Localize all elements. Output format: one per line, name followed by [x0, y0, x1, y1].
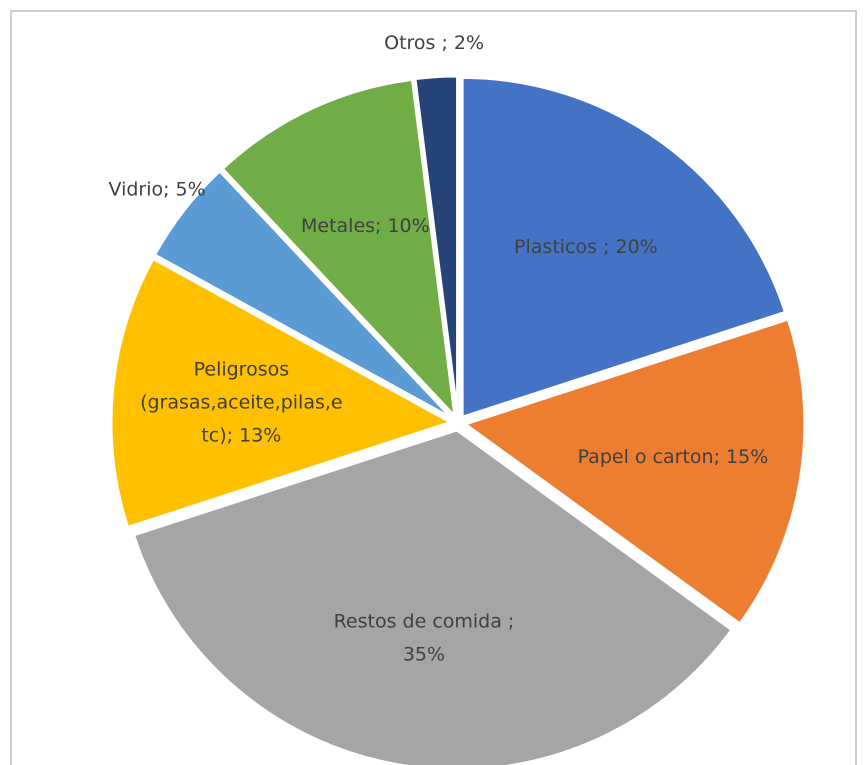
pie-slice [220, 77, 458, 422]
data-label: Vidrio; 5% [108, 178, 205, 200]
data-label-line: tc); 13% [201, 424, 281, 446]
data-label-line: Otros ; 2% [384, 31, 484, 53]
data-label-line: Peligrosos [194, 358, 290, 380]
pie-slice [413, 74, 460, 417]
data-label-line: Plasticos ; 20% [514, 235, 658, 257]
data-label: Metales; 10% [301, 215, 430, 237]
data-label-line: Vidrio; 5% [108, 178, 205, 200]
data-label: Restos de comida ; 35% [334, 610, 515, 665]
data-label-line: (grasas,aceite,pilas,e [140, 391, 343, 413]
pie-slice [152, 168, 454, 421]
pie-slice [131, 428, 735, 765]
pie-slice [461, 317, 807, 627]
data-label-line: Papel o carton; 15% [578, 446, 769, 468]
data-label: Otros ; 2% [384, 31, 484, 53]
data-label: Papel o carton; 15% [578, 446, 769, 468]
data-label: Peligrosos (grasas,aceite,pilas,e tc); 13% [140, 358, 343, 446]
pie-slice [460, 75, 788, 420]
data-label-line: Restos de comida ; [334, 610, 515, 632]
data-label-line: 35% [403, 643, 445, 665]
data-label: Plasticos ; 20% [514, 235, 658, 257]
data-label-line: Metales; 10% [301, 215, 430, 237]
pie-slice [109, 256, 455, 530]
